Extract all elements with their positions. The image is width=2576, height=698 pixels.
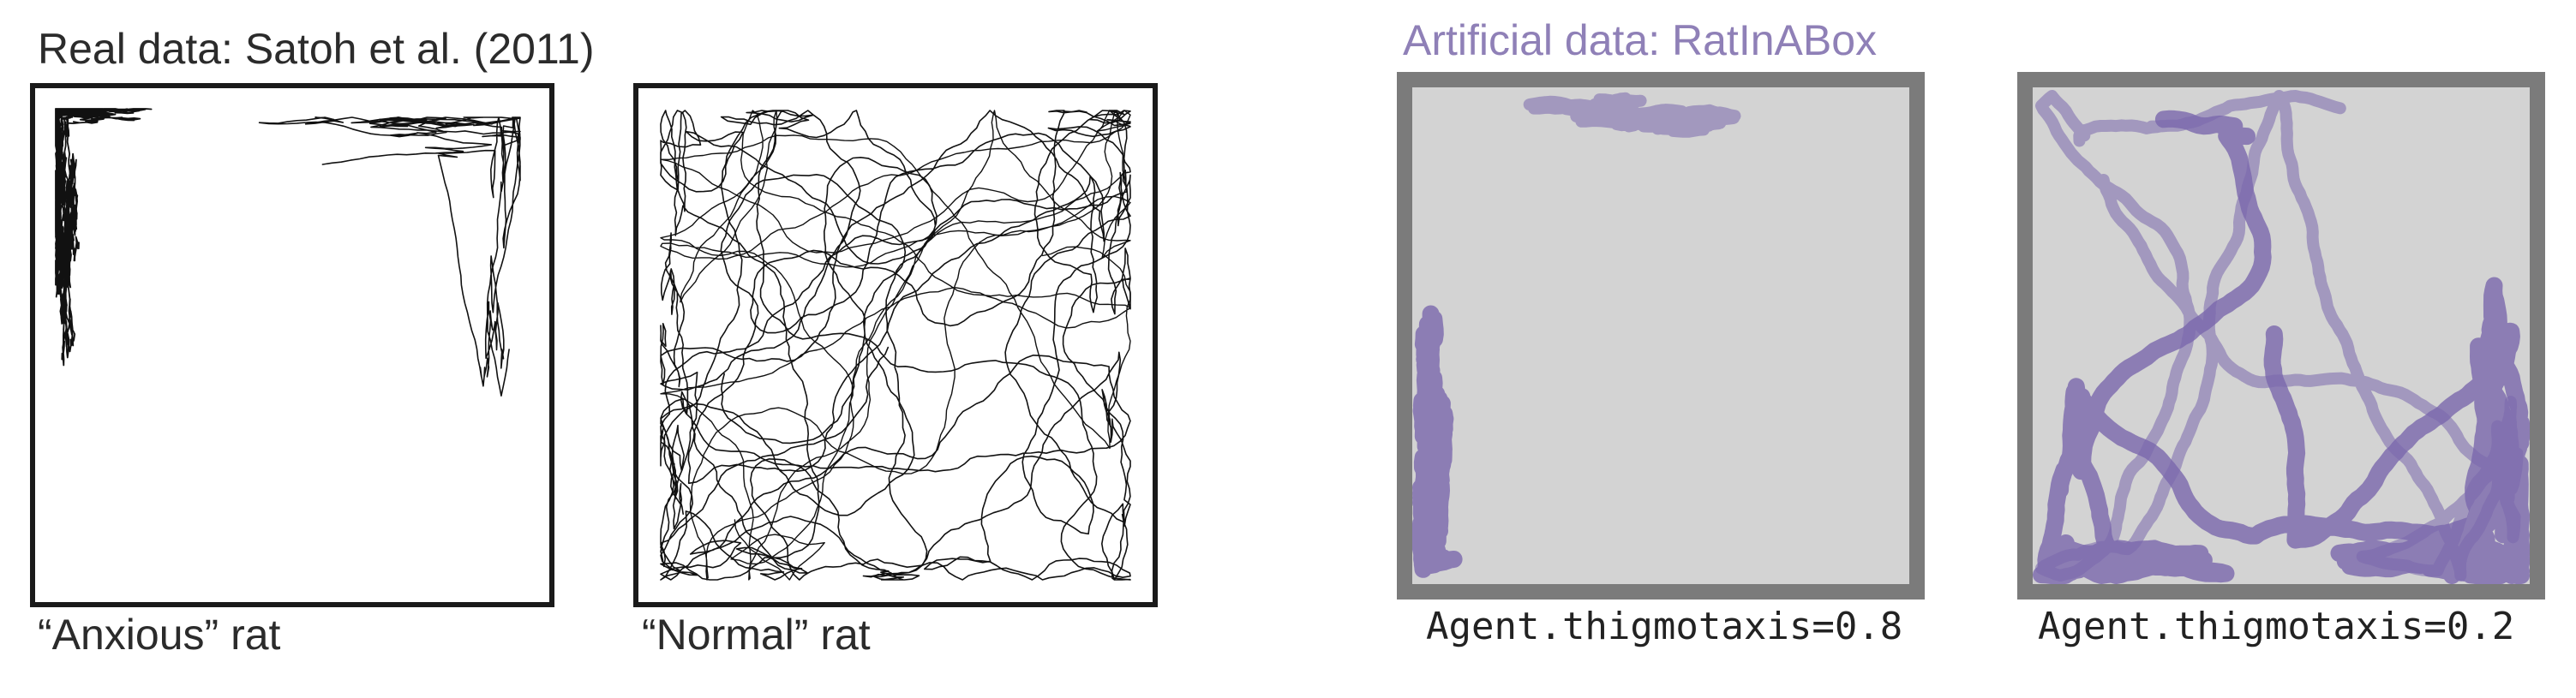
anxious-rat-caption: “Anxious” rat	[38, 611, 281, 659]
anxious-rat-arena-frame	[30, 83, 554, 607]
normal-rat-caption: “Normal” rat	[642, 611, 871, 659]
normal-rat-path	[660, 110, 1131, 581]
agent-thigmotaxis-0.2-panel	[2017, 72, 2545, 600]
real-data-title: Real data: Satoh et al. (2011)	[38, 25, 595, 73]
agent-0.2-trajectory	[2033, 90, 2530, 584]
anxious-rat-trajectory-panel	[30, 83, 554, 607]
agent-0.8-arena-frame	[1397, 72, 1925, 600]
agent-thigmotaxis-0.8-panel	[1397, 72, 1925, 600]
thigmotaxis-0.8-caption: Agent.thigmotaxis=0.8	[1426, 605, 1903, 648]
normal-rat-trajectory-panel	[633, 83, 1158, 607]
thigmotaxis-0.2-caption: Agent.thigmotaxis=0.2	[2038, 605, 2515, 648]
anxious-rat-path	[55, 108, 521, 397]
artificial-data-title: Artificial data: RatInABox	[1403, 16, 1878, 64]
agent-0.8-trajectory	[1412, 92, 1741, 578]
